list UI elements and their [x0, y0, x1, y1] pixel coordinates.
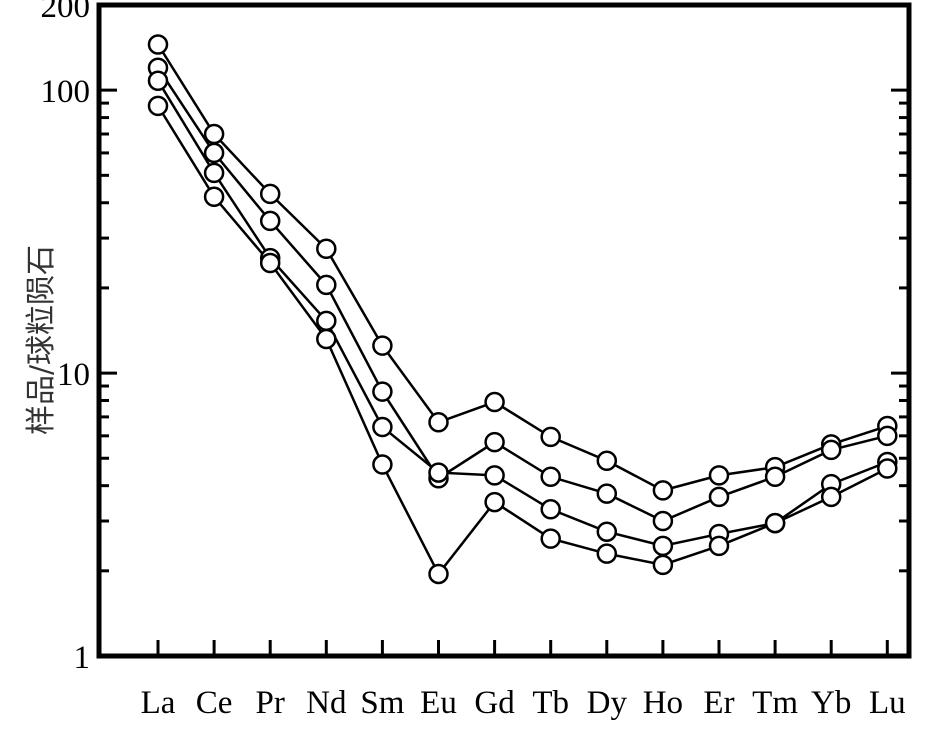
x-tick-label: La	[141, 685, 176, 721]
y-axis-title: 样品/球粒陨石	[24, 245, 59, 435]
series-line-2	[156, 67, 888, 523]
data-point-series-4	[708, 535, 730, 557]
data-point-series-1	[316, 238, 337, 260]
x-tick-label: Yb	[811, 685, 851, 721]
data-point-series-2	[877, 425, 898, 447]
data-point-series-1	[147, 34, 169, 55]
plot-frame	[96, 2, 912, 659]
data-point-series-3	[540, 499, 561, 520]
y-tick-label: 10	[57, 357, 90, 393]
data-point-series-3	[428, 462, 449, 483]
data-point-series-4	[316, 328, 337, 350]
data-point-series-4	[820, 486, 842, 508]
x-tick-label: Eu	[420, 685, 457, 721]
data-point-series-1	[708, 465, 730, 486]
x-tick-label: Gd	[474, 685, 515, 721]
data-point-series-2	[596, 483, 618, 504]
series-line-4	[156, 105, 888, 577]
x-tick-label: Ho	[643, 685, 683, 721]
data-point-series-4	[540, 528, 561, 549]
x-tick-label: Ce	[196, 685, 233, 721]
x-tick-label: Sm	[360, 685, 404, 721]
y-tick-label: 1	[74, 640, 91, 676]
data-point-series-2	[540, 466, 561, 488]
x-tick-label: Er	[703, 685, 734, 721]
data-point-series-1	[596, 450, 618, 471]
data-point-series-4	[652, 554, 674, 576]
data-point-series-4	[203, 186, 225, 208]
data-point-series-3	[147, 70, 169, 91]
data-point-series-4	[764, 512, 786, 534]
x-tick-label: Tb	[532, 685, 569, 721]
x-tick-label: Nd	[306, 685, 347, 721]
x-tick-label: Lu	[869, 685, 906, 721]
data-point-series-1	[484, 391, 505, 413]
data-point-series-1	[428, 412, 449, 433]
data-point-series-2	[203, 142, 225, 164]
data-point-series-2	[820, 439, 842, 461]
x-axis-ticks: La Ce Pr Nd Sm Eu Gd Tb Dy Ho Er Tm Yb Lu	[141, 640, 906, 721]
data-point-series-4	[147, 95, 169, 117]
data-point-series-4	[484, 491, 505, 513]
data-point-series-2	[316, 274, 337, 296]
data-point-series-3	[484, 465, 505, 486]
data-point-series-4	[259, 252, 281, 274]
data-point-series-4	[372, 454, 393, 475]
data-point-series-2	[259, 210, 281, 232]
data-point-series-2	[764, 466, 786, 488]
data-point-series-3	[596, 521, 618, 542]
x-tick-label: Tm	[752, 685, 798, 721]
data-point-series-3	[652, 535, 674, 557]
data-point-series-2	[484, 431, 505, 453]
x-tick-label: Pr	[256, 685, 285, 721]
data-point-series-1	[372, 335, 393, 356]
y-tick-label: 100	[41, 74, 91, 110]
x-tick-label: Dy	[587, 685, 628, 721]
data-point-series-1	[259, 183, 281, 205]
series-layer	[147, 34, 898, 585]
data-point-series-2	[708, 486, 730, 508]
data-point-series-2	[652, 510, 674, 532]
data-point-series-1	[652, 480, 674, 501]
y-axis-ticks: 1 10 100 200	[41, 0, 909, 676]
data-point-series-4	[877, 458, 898, 479]
data-point-series-4	[596, 543, 618, 564]
data-point-series-4	[428, 563, 449, 585]
data-point-series-2	[372, 381, 393, 402]
data-point-series-3	[203, 162, 225, 184]
data-point-series-1	[540, 426, 561, 448]
data-point-series-1	[203, 123, 225, 145]
data-point-series-3	[372, 416, 393, 438]
y-tick-label: 200	[41, 0, 91, 25]
data-point-series-3	[316, 310, 337, 332]
